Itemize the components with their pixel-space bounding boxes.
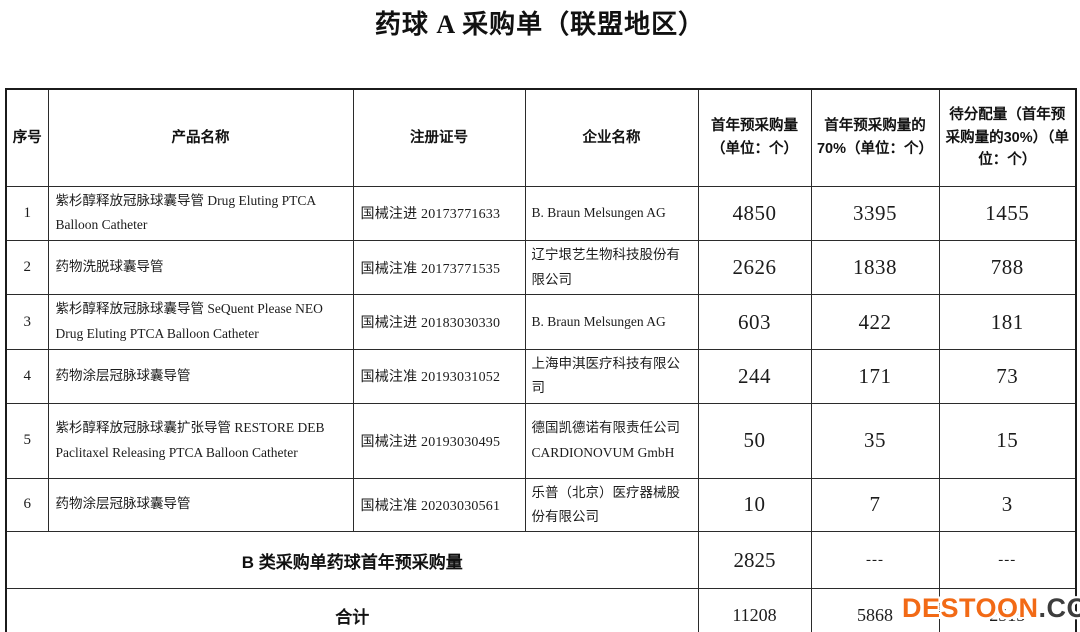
cell-product: 紫杉醇释放冠脉球囊导管 Drug Eluting PTCA Balloon Ca… — [47, 185, 354, 242]
header-serial: 序号 — [5, 88, 49, 187]
subtotal-qty30: --- — [938, 531, 1077, 590]
subtotal-qty70: --- — [810, 531, 940, 590]
cell-serial: 5 — [5, 402, 49, 479]
table-header-row: 序号 产品名称 注册证号 企业名称 首年预采购量（单位：个） 首年预采购量的70… — [5, 88, 1077, 187]
table-row: 6 药物涂层冠脉球囊导管 国械注准 20203030561 乐普（北京）医疗器械… — [5, 477, 1077, 533]
cell-company: 乐普（北京）医疗器械股份有限公司 — [524, 477, 699, 533]
subtotal-qty: 2825 — [697, 531, 812, 590]
header-qty30: 待分配量（首年预采购量的30%）（单位：个） — [938, 88, 1077, 187]
cell-qty: 244 — [697, 348, 812, 404]
watermark-text-destoon: DESTOON — [902, 593, 1039, 623]
cell-serial: 3 — [5, 294, 49, 350]
cell-registration: 国械注进 20193030495 — [352, 402, 526, 479]
document-title: 药球 A 采购单（联盟地区） — [374, 10, 706, 39]
subtotal-label: B 类采购单药球首年预采购量 — [5, 531, 699, 590]
table-row: 3 紫杉醇释放冠脉球囊导管 SeQuent Please NEO Drug El… — [5, 294, 1077, 350]
watermark-logo: DESTOON.COM — [902, 593, 1080, 624]
procurement-table: 序号 产品名称 注册证号 企业名称 首年预采购量（单位：个） 首年预采购量的70… — [5, 88, 1077, 632]
cell-company: 上海申淇医疗科技有限公司 — [524, 348, 699, 404]
cell-qty70: 35 — [810, 402, 940, 479]
cell-qty: 10 — [697, 477, 812, 533]
cell-company: 辽宁垠艺生物科技股份有限公司 — [524, 240, 699, 296]
header-product: 产品名称 — [47, 88, 354, 187]
cell-qty30: 3 — [938, 477, 1077, 533]
cell-qty30: 181 — [938, 294, 1077, 350]
cell-qty30: 788 — [938, 240, 1077, 296]
total-qty30: 2515 — [938, 588, 1077, 632]
cell-qty: 4850 — [697, 185, 812, 242]
header-registration: 注册证号 — [352, 88, 526, 187]
cell-serial: 2 — [5, 240, 49, 296]
total-row: 合计 11208 5868 2515 — [5, 588, 1077, 632]
subtotal-row: B 类采购单药球首年预采购量 2825 --- --- — [5, 531, 1077, 590]
table-row: 5 紫杉醇释放冠脉球囊扩张导管 RESTORE DEB Paclitaxel R… — [5, 402, 1077, 479]
cell-product: 紫杉醇释放冠脉球囊扩张导管 RESTORE DEB Paclitaxel Rel… — [47, 402, 354, 479]
cell-qty70: 3395 — [810, 185, 940, 242]
watermark-text-com: .COM — [1038, 593, 1080, 623]
cell-qty30: 1455 — [938, 185, 1077, 242]
cell-company: 德国凯德诺有限责任公司 CARDIONOVUM GmbH — [524, 402, 699, 479]
total-label: 合计 — [5, 588, 699, 632]
cell-qty: 50 — [697, 402, 812, 479]
cell-product: 药物涂层冠脉球囊导管 — [47, 348, 354, 404]
cell-qty30: 15 — [938, 402, 1077, 479]
cell-qty70: 171 — [810, 348, 940, 404]
cell-registration: 国械注准 20173771535 — [352, 240, 526, 296]
cell-qty: 603 — [697, 294, 812, 350]
cell-qty70: 7 — [810, 477, 940, 533]
cell-company: B. Braun Melsungen AG — [524, 294, 699, 350]
header-qty70: 首年预采购量的70%（单位：个） — [810, 88, 940, 187]
cell-registration: 国械注进 20173771633 — [352, 185, 526, 242]
cell-registration: 国械注进 20183030330 — [352, 294, 526, 350]
cell-serial: 1 — [5, 185, 49, 242]
cell-serial: 6 — [5, 477, 49, 533]
header-qty: 首年预采购量（单位：个） — [697, 88, 812, 187]
cell-qty70: 422 — [810, 294, 940, 350]
cell-qty70: 1838 — [810, 240, 940, 296]
cell-registration: 国械注准 20203030561 — [352, 477, 526, 533]
cell-serial: 4 — [5, 348, 49, 404]
cell-product: 紫杉醇释放冠脉球囊导管 SeQuent Please NEO Drug Elut… — [47, 294, 354, 350]
cell-qty: 2626 — [697, 240, 812, 296]
table-row: 1 紫杉醇释放冠脉球囊导管 Drug Eluting PTCA Balloon … — [5, 185, 1077, 242]
cell-qty30: 73 — [938, 348, 1077, 404]
cell-product: 药物洗脱球囊导管 — [47, 240, 354, 296]
cell-product: 药物涂层冠脉球囊导管 — [47, 477, 354, 533]
header-company: 企业名称 — [524, 88, 699, 187]
cell-company: B. Braun Melsungen AG — [524, 185, 699, 242]
total-qty: 11208 — [697, 588, 812, 632]
table-row: 4 药物涂层冠脉球囊导管 国械注准 20193031052 上海申淇医疗科技有限… — [5, 348, 1077, 404]
cell-registration: 国械注准 20193031052 — [352, 348, 526, 404]
total-qty70: 5868 — [810, 588, 940, 632]
table-row: 2 药物洗脱球囊导管 国械注准 20173771535 辽宁垠艺生物科技股份有限… — [5, 240, 1077, 296]
